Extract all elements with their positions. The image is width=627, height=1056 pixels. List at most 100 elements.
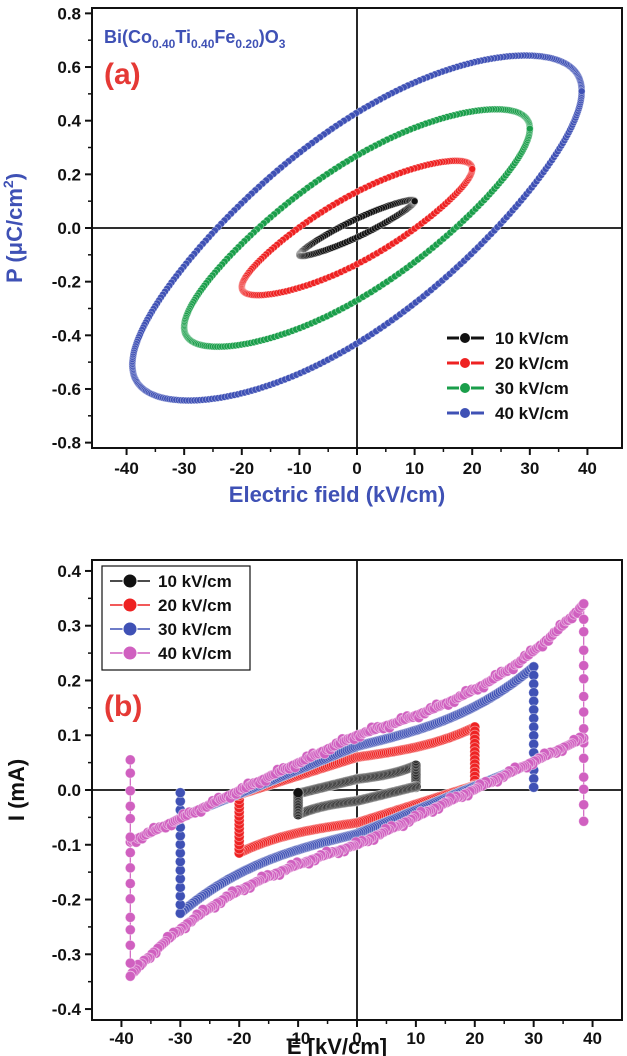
y-tick-label: -0.6: [52, 380, 81, 399]
y-tick-label: 0.1: [57, 726, 81, 745]
x-tick-label: -10: [286, 1029, 311, 1048]
formula-part: 3: [279, 37, 286, 51]
data-point: [124, 754, 136, 766]
formula-part: 0.40: [152, 37, 176, 51]
y-title-pre: P (: [2, 255, 27, 283]
legend-label: 10 kV/cm: [495, 329, 569, 348]
legend-marker: [459, 357, 471, 369]
data-point: [124, 893, 136, 905]
data-point: [124, 767, 136, 779]
legend-marker: [122, 597, 138, 613]
x-tick-label: 40: [583, 1029, 602, 1048]
formula-label: Bi(Co0.40Ti0.40Fe0.20)O3: [104, 27, 286, 51]
y-tick-label: -0.1: [52, 836, 81, 855]
y-tick-label: 0.0: [57, 781, 81, 800]
y-title-mid: C/cm: [2, 188, 27, 242]
data-point: [577, 87, 586, 95]
data-point: [578, 660, 590, 671]
y-tick-label: -0.4: [52, 1000, 82, 1019]
y-tick-label: -0.2: [52, 891, 81, 910]
x-tick-label: -10: [287, 459, 312, 478]
legend-marker: [459, 382, 471, 394]
data-point: [578, 644, 590, 656]
data-point: [124, 970, 136, 982]
data-point: [124, 847, 136, 858]
data-point: [124, 785, 136, 797]
x-tick-label: 30: [524, 1029, 543, 1048]
formula-part: 0.20: [235, 37, 259, 51]
legend: 10 kV/cm 20 kV/cm 30 kV/cm 40 kV/cm: [101, 565, 251, 671]
data-point: [578, 626, 590, 638]
x-tick-label: -30: [168, 1029, 193, 1048]
series-4-loop: [128, 51, 586, 405]
data-point: [578, 799, 590, 811]
series-3-loop: [180, 105, 534, 351]
data-point: [578, 771, 590, 783]
legend-label: 10 kV/cm: [158, 572, 232, 591]
y-tick-label: 0.2: [57, 165, 81, 184]
y-axis-title: P (μC/cm2): [0, 173, 27, 283]
x-tick-label: 10: [405, 459, 424, 478]
x-tick-label: -30: [172, 459, 197, 478]
data-point: [124, 862, 136, 874]
formula-part: Fe: [214, 27, 235, 47]
y-tick-label: -0.3: [52, 945, 81, 964]
y-tick-label: 0.2: [57, 671, 81, 690]
y-tick-label: -0.8: [52, 434, 81, 453]
legend: 10 kV/cm 20 kV/cm 30 kV/cm 40 kV/cm: [447, 329, 569, 423]
data-point: [124, 957, 136, 969]
legend-label: 20 kV/cm: [495, 354, 569, 373]
legend-marker: [459, 332, 471, 344]
y-title-post: ): [2, 173, 27, 180]
legend-marker: [122, 573, 138, 589]
data-point: [410, 197, 419, 205]
series-1-loop: [295, 196, 419, 260]
data-point: [468, 165, 476, 173]
data-point: [578, 752, 590, 764]
y-tick-label: -0.4: [52, 326, 82, 345]
x-tick-label: 10: [406, 1029, 425, 1048]
y-axis-title: I (mA): [4, 759, 29, 821]
data-point: [124, 924, 136, 936]
series-4-loop: [124, 598, 590, 982]
data-point: [292, 787, 304, 799]
formula-part: 0.40: [191, 37, 215, 51]
data-point: [124, 878, 136, 889]
y-tick-label: 0.4: [57, 562, 81, 581]
chart-panel-b: -40 -30 -20 -10 0 10 20 30 40 -0.4 -0.3 -0.2 -0.1 0.0…: [4, 559, 623, 1056]
legend-label: 20 kV/cm: [158, 596, 232, 615]
x-tick-label: -40: [109, 1029, 134, 1048]
chart-panel-a: -40 -30 -20 -10 0 10 20 30 40 -0.8 -0.6 -0.4 -0.2 0.0…: [0, 4, 623, 507]
formula-part: Ti: [175, 27, 191, 47]
data-point: [124, 800, 136, 812]
series-1-loop: [292, 760, 422, 820]
x-axis-title: E [kV/cm]: [287, 1034, 387, 1056]
legend-label: 30 kV/cm: [495, 379, 569, 398]
legend-label: 40 kV/cm: [495, 404, 569, 423]
legend-marker: [122, 645, 138, 661]
panel-label-a: (a): [104, 58, 141, 91]
data-point: [578, 673, 590, 685]
y-tick-label: -0.2: [52, 273, 81, 292]
data-point: [124, 912, 136, 923]
x-tick-label: 0: [352, 459, 361, 478]
legend-label: 40 kV/cm: [158, 644, 232, 663]
panel-label-b: (b): [104, 690, 142, 723]
legend-label: 30 kV/cm: [158, 620, 232, 639]
data-point: [578, 691, 590, 702]
x-tick-label: -40: [114, 459, 139, 478]
x-tick-label: 30: [520, 459, 539, 478]
y-tick-label: 0.6: [57, 58, 81, 77]
legend-marker: [459, 407, 471, 419]
x-tick-label: -20: [229, 459, 254, 478]
formula-part: )O: [259, 27, 279, 47]
y-title-mu: μ: [2, 242, 27, 255]
y-title-sup: 2: [0, 180, 16, 188]
series-2-loop: [238, 157, 476, 299]
y-tick-label: 0.8: [57, 4, 81, 23]
data-point: [578, 706, 590, 718]
y-tick-label: 0.3: [57, 617, 81, 636]
x-tick-label: 40: [578, 459, 597, 478]
data-point: [174, 787, 186, 799]
